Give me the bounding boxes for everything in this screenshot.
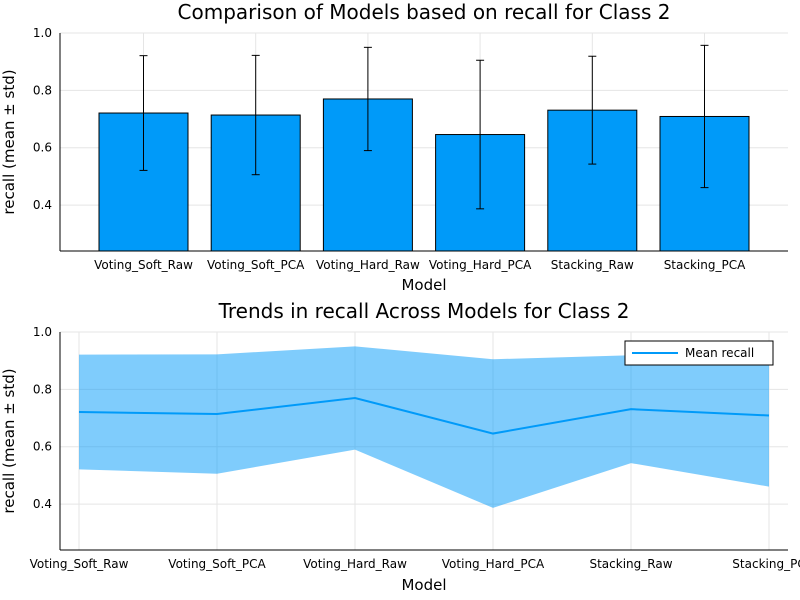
line-x-tick-label: Voting_Soft_PCA — [168, 557, 266, 571]
bar-chart-x-label: Model — [401, 276, 446, 294]
bar-x-tick-label: Stacking_Raw — [551, 258, 634, 272]
line-chart-y-ticks: 0.4 0.6 0.8 1.0 — [33, 325, 52, 511]
line-y-tick-label: 1.0 — [33, 325, 52, 339]
line-x-tick-label: Voting_Soft_Raw — [30, 557, 129, 571]
bar-x-tick-label: Voting_Hard_PCA — [429, 258, 532, 272]
line-chart: Trends in recall Across Models for Class… — [0, 299, 800, 594]
line-y-tick-label: 0.6 — [33, 440, 52, 454]
bar-chart-axes — [59, 33, 788, 252]
line-chart-series — [78, 396, 770, 435]
line-x-tick-label: Stacking_Raw — [589, 557, 672, 571]
bar-chart-title: Comparison of Models based on recall for… — [178, 0, 671, 24]
legend-label: Mean recall — [685, 346, 754, 360]
line-y-tick-label: 0.4 — [33, 497, 52, 511]
bar-y-tick-label: 0.8 — [33, 83, 52, 97]
bar-chart-bars — [98, 98, 750, 252]
line-y-tick-label: 0.8 — [33, 382, 52, 396]
bar-chart-error-bars — [139, 44, 709, 210]
bar-x-tick-label: Voting_Soft_Raw — [94, 258, 193, 272]
line-x-tick-label: Stacking_PC — [732, 557, 800, 571]
bar-chart: Comparison of Models based on recall for… — [0, 0, 788, 294]
bar-x-tick-label: Voting_Soft_PCA — [207, 258, 305, 272]
bar-chart-y-ticks: 0.4 0.6 0.8 1.0 — [33, 26, 52, 212]
line-x-tick-label: Voting_Hard_Raw — [303, 557, 407, 571]
line-chart-y-label: recall (mean ± std) — [0, 368, 18, 513]
line-chart-x-label: Model — [401, 576, 446, 594]
line-chart-legend: Mean recall — [624, 340, 774, 366]
line-chart-axes — [59, 332, 788, 551]
bar-x-tick-label: Voting_Hard_Raw — [316, 258, 420, 272]
line-chart-x-ticks: Voting_Soft_Raw Voting_Soft_PCA Voting_Har… — [30, 557, 800, 571]
std-band — [79, 344, 769, 508]
bar-chart-y-label: recall (mean ± std) — [0, 69, 18, 214]
line-chart-title: Trends in recall Across Models for Class… — [218, 299, 630, 323]
bar-x-tick-label: Stacking_PCA — [664, 258, 746, 272]
mean-recall-line — [78, 396, 770, 435]
line-x-tick-label: Voting_Hard_PCA — [442, 557, 545, 571]
line-chart-std-band — [79, 344, 769, 508]
bar-chart-x-ticks: Voting_Soft_Raw Voting_Soft_PCA Voting_Har… — [94, 258, 746, 272]
bar-y-tick-label: 1.0 — [33, 26, 52, 40]
bar-y-tick-label: 0.4 — [33, 198, 52, 212]
bar-y-tick-label: 0.6 — [33, 141, 52, 155]
